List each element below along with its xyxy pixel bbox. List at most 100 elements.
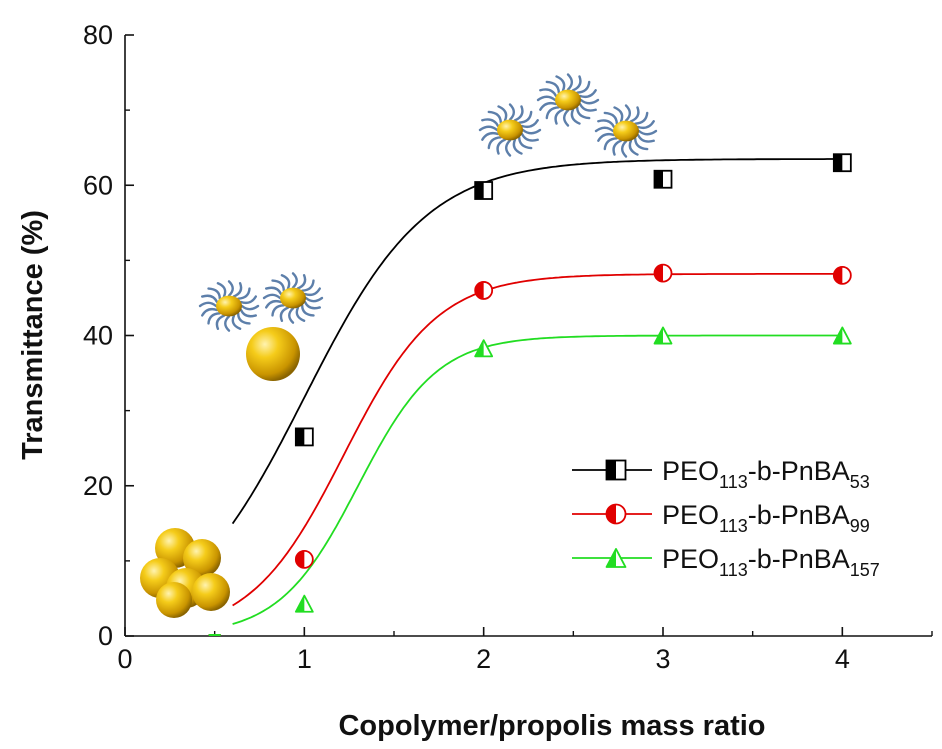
corona-chain — [496, 138, 507, 155]
legend-subscript: 157 — [850, 560, 880, 580]
corona-chain — [578, 89, 597, 99]
corona-chain — [504, 139, 512, 157]
corona-chain — [517, 110, 533, 124]
corona-chain — [271, 279, 286, 292]
legend-subscript: 99 — [850, 516, 870, 536]
corona-chain — [594, 126, 615, 133]
corona-chain — [545, 80, 561, 94]
data-point — [605, 459, 627, 481]
corona-chain — [280, 274, 291, 290]
corona-chain — [570, 108, 581, 125]
corona-chain — [562, 109, 570, 127]
corona-chain — [239, 295, 257, 305]
micelle-core — [555, 89, 581, 111]
legend-subscript: 113 — [719, 560, 748, 580]
micelle-icon — [594, 104, 658, 158]
marker-fill — [295, 550, 305, 568]
y-tick-label: 20 — [83, 471, 113, 501]
legend-label: PEO113-b-PnBA157 — [662, 544, 880, 580]
aggregate-sphere-icon — [156, 582, 192, 618]
legend-label: PEO113-b-PnBA53 — [662, 456, 870, 492]
legend-text-part: -b-PnBA — [748, 456, 850, 486]
corona-chain — [207, 312, 222, 325]
data-point — [474, 339, 494, 358]
micelle-core — [497, 119, 523, 141]
corona-chain — [303, 300, 321, 310]
marker-fill — [475, 281, 484, 299]
illustrations — [140, 73, 658, 618]
corona-chain — [629, 106, 640, 123]
corona-chain — [227, 280, 234, 297]
corona-chain — [539, 101, 558, 111]
corona-chain — [579, 98, 600, 105]
data-point — [832, 265, 852, 285]
micelle-icon — [198, 280, 260, 332]
legend: PEO113-b-PnBA53PEO113-b-PnBA99PEO113-b-P… — [572, 456, 880, 580]
corona-chain — [628, 139, 639, 156]
data-point — [832, 326, 852, 345]
legend-text-part: -b-PnBA — [748, 544, 850, 574]
micelle-core — [216, 295, 242, 317]
corona-chain — [536, 95, 557, 102]
corona-chain — [636, 133, 655, 143]
corona-chain — [497, 105, 508, 122]
marker-fill — [475, 340, 484, 357]
corona-chain — [291, 272, 298, 289]
corona-chain — [216, 282, 227, 298]
corona-chain — [636, 120, 655, 130]
data-point — [294, 549, 314, 569]
marker-fill — [295, 595, 305, 612]
corona-chain — [215, 314, 226, 330]
corona-chain — [575, 106, 591, 120]
corona-chain — [236, 312, 251, 325]
corona-chain — [575, 80, 591, 94]
corona-chain — [545, 106, 561, 120]
marker-fill — [654, 264, 663, 282]
corona-chain — [612, 139, 623, 156]
corona-chain — [624, 104, 632, 122]
corona-chain — [539, 88, 558, 98]
corona-chain — [271, 304, 286, 317]
corona-chain — [265, 286, 283, 296]
marker-fill — [475, 182, 484, 200]
data-point — [832, 153, 852, 173]
corona-chain — [240, 304, 260, 311]
data-point — [474, 181, 494, 200]
legend-text-part: PEO — [662, 456, 719, 486]
marker-fill — [833, 327, 843, 344]
corona-chain — [597, 119, 616, 129]
corona-chain — [613, 106, 624, 123]
corona-chain — [512, 138, 523, 155]
corona-chain — [633, 111, 649, 125]
fit-curves — [231, 158, 843, 625]
corona-chain — [603, 111, 619, 125]
corona-chain — [508, 103, 516, 121]
y-tick-label: 40 — [83, 321, 113, 351]
micelle-core — [613, 120, 639, 142]
fit-curve — [232, 273, 843, 607]
y-tick-label: 80 — [83, 20, 113, 50]
large-particle-icon — [246, 327, 300, 381]
corona-chain — [198, 301, 218, 308]
corona-chain — [231, 314, 242, 330]
marker-fill — [833, 266, 843, 284]
corona-chain — [265, 299, 283, 309]
corona-chain — [300, 304, 315, 317]
marker-fill — [295, 428, 305, 446]
corona-chain — [207, 287, 222, 300]
y-axis-title: Transmittance (%) — [17, 210, 49, 460]
x-axis-title: Copolymer/propolis mass ratio — [338, 710, 765, 742]
corona-chain — [633, 137, 649, 151]
marker-fill — [654, 327, 663, 344]
micelle-icon — [478, 103, 542, 157]
legend-text-part: PEO — [662, 544, 719, 574]
marker-fill — [654, 170, 663, 188]
data-point — [653, 263, 673, 283]
corona-chain — [620, 140, 628, 158]
corona-chain — [288, 307, 295, 324]
data-point — [605, 548, 627, 568]
corona-chain — [566, 73, 574, 91]
legend-text-part: -b-PnBA — [748, 500, 850, 530]
fit-curve — [231, 158, 843, 525]
